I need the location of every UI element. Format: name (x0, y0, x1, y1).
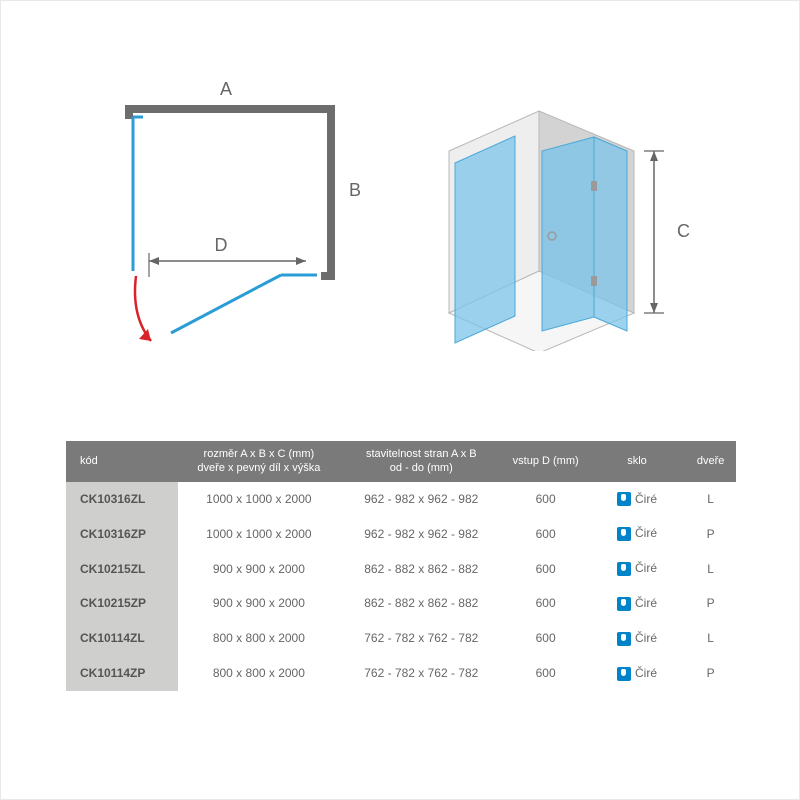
col-vstup: vstup D (mm) (503, 441, 589, 482)
cell-vstup: 600 (503, 656, 589, 691)
cell-sklo: Čiré (589, 482, 685, 517)
iso-glass-fixed (594, 137, 627, 331)
table-row: CK10114ZP800 x 800 x 2000762 - 782 x 762… (66, 656, 736, 691)
cell-rozmer: 800 x 800 x 2000 (178, 656, 340, 691)
cell-kod: CK10316ZP (66, 516, 178, 551)
cell-dvere: P (685, 586, 736, 621)
cell-kod: CK10316ZL (66, 482, 178, 517)
cell-stav: 862 - 882 x 862 - 882 (340, 586, 502, 621)
col-rozmer: rozměr A x B x C (mm) dveře x pevný díl … (178, 441, 340, 482)
glass-label: Čiré (635, 596, 657, 610)
cell-stav: 962 - 982 x 962 - 982 (340, 482, 502, 517)
iso-glass-door (542, 137, 594, 331)
iso-view-diagram: C (419, 91, 699, 351)
cell-sklo: Čiré (589, 516, 685, 551)
label-b: B (349, 180, 361, 200)
cell-dvere: L (685, 551, 736, 586)
glass-label: Čiré (635, 561, 657, 575)
glass-door-open (171, 275, 281, 333)
hinge-icon (591, 181, 597, 191)
swing-arc (135, 276, 151, 341)
cell-sklo: Čiré (589, 586, 685, 621)
iso-glass-left (455, 136, 515, 343)
plan-view-diagram: A B D (101, 81, 361, 361)
cell-stav: 962 - 982 x 962 - 982 (340, 516, 502, 551)
col-kod: kód (66, 441, 178, 482)
easyclean-icon (617, 597, 631, 611)
cell-vstup: 600 (503, 516, 589, 551)
diagram-area: A B D (81, 81, 719, 401)
cell-stav: 862 - 882 x 862 - 882 (340, 551, 502, 586)
cell-vstup: 600 (503, 586, 589, 621)
glass-label: Čiré (635, 666, 657, 680)
cell-rozmer: 900 x 900 x 2000 (178, 586, 340, 621)
cell-rozmer: 1000 x 1000 x 2000 (178, 516, 340, 551)
hinge-icon (591, 276, 597, 286)
cell-sklo: Čiré (589, 551, 685, 586)
easyclean-icon (617, 527, 631, 541)
col-stavitelnost: stavitelnost stran A x B od - do (mm) (340, 441, 502, 482)
table-row: CK10316ZL1000 x 1000 x 2000962 - 982 x 9… (66, 482, 736, 517)
cell-rozmer: 900 x 900 x 2000 (178, 551, 340, 586)
col-dvere: dveře (685, 441, 736, 482)
table-row: CK10114ZL800 x 800 x 2000762 - 782 x 762… (66, 621, 736, 656)
cell-stav: 762 - 782 x 762 - 782 (340, 621, 502, 656)
label-a: A (220, 81, 232, 99)
table-body: CK10316ZL1000 x 1000 x 2000962 - 982 x 9… (66, 482, 736, 691)
wall-outline (129, 109, 331, 276)
cell-kod: CK10114ZL (66, 621, 178, 656)
col-sklo: sklo (589, 441, 685, 482)
spec-table: kód rozměr A x B x C (mm) dveře x pevný … (66, 441, 736, 691)
cell-vstup: 600 (503, 482, 589, 517)
label-d: D (215, 235, 228, 255)
easyclean-icon (617, 667, 631, 681)
cell-dvere: P (685, 656, 736, 691)
cell-stav: 762 - 782 x 762 - 782 (340, 656, 502, 691)
cell-kod: CK10215ZL (66, 551, 178, 586)
easyclean-icon (617, 632, 631, 646)
cell-rozmer: 1000 x 1000 x 2000 (178, 482, 340, 517)
glass-label: Čiré (635, 492, 657, 506)
cell-dvere: L (685, 482, 736, 517)
glass-label: Čiré (635, 631, 657, 645)
cell-dvere: L (685, 621, 736, 656)
easyclean-icon (617, 492, 631, 506)
label-c: C (677, 221, 690, 241)
cell-sklo: Čiré (589, 656, 685, 691)
cell-rozmer: 800 x 800 x 2000 (178, 621, 340, 656)
table-row: CK10215ZL900 x 900 x 2000862 - 882 x 862… (66, 551, 736, 586)
table-row: CK10215ZP900 x 900 x 2000862 - 882 x 862… (66, 586, 736, 621)
glass-label: Čiré (635, 526, 657, 540)
cell-kod: CK10114ZP (66, 656, 178, 691)
table-row: CK10316ZP1000 x 1000 x 2000962 - 982 x 9… (66, 516, 736, 551)
cell-vstup: 600 (503, 551, 589, 586)
easyclean-icon (617, 562, 631, 576)
cell-sklo: Čiré (589, 621, 685, 656)
cell-vstup: 600 (503, 621, 589, 656)
cell-dvere: P (685, 516, 736, 551)
cell-kod: CK10215ZP (66, 586, 178, 621)
table-header-row: kód rozměr A x B x C (mm) dveře x pevný … (66, 441, 736, 482)
